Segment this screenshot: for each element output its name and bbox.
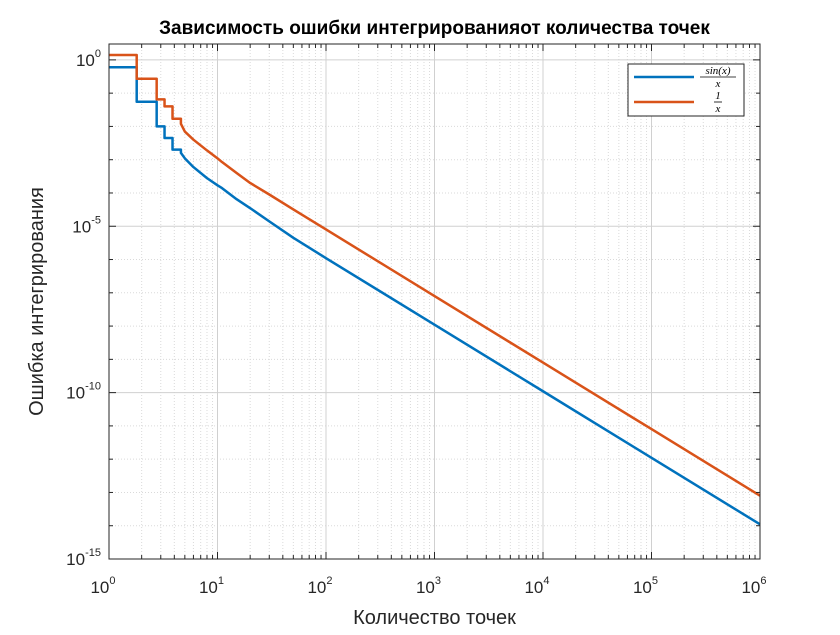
y-tick-exponent: 0 <box>95 48 101 60</box>
x-tick-exponent: 0 <box>109 575 115 587</box>
x-tick-label: 103 <box>416 575 441 597</box>
x-tick-exponent: 1 <box>218 575 224 587</box>
x-tick-label: 102 <box>307 575 332 597</box>
legend-denominator: x <box>715 78 721 90</box>
y-tick-exponent: -5 <box>91 214 101 226</box>
series-line-2 <box>109 53 761 497</box>
legend-item-1[interactable]: sin(x)x <box>634 65 736 90</box>
x-tick-exponent: 3 <box>435 575 441 587</box>
x-tick-exponent: 2 <box>326 575 332 587</box>
legend-numerator: 1 <box>715 90 721 102</box>
legend[interactable]: sin(x)x1x <box>627 63 745 117</box>
x-tick-label: 100 <box>90 575 115 597</box>
y-tick-label: 10-5 <box>72 214 101 236</box>
x-tick-exponent: 4 <box>543 575 549 587</box>
x-tick-base: 10 <box>741 578 760 597</box>
x-axis-label: Количество точек <box>353 607 516 629</box>
x-tick-base: 10 <box>199 578 218 597</box>
x-tick-label: 101 <box>199 575 224 597</box>
x-tick-base: 10 <box>307 578 326 597</box>
x-tick-base: 10 <box>524 578 543 597</box>
x-tick-base: 10 <box>416 578 435 597</box>
x-tick-exponent: 6 <box>760 575 766 587</box>
legend-item-2[interactable]: 1x <box>634 90 722 115</box>
chart-title: Зависимость ошибки интегрированияот коли… <box>159 18 710 39</box>
x-tick-base: 10 <box>633 578 652 597</box>
major-grid <box>109 44 760 559</box>
y-tick-base: 10 <box>66 384 85 403</box>
ticks-layer <box>108 44 761 560</box>
legend-box <box>627 63 745 117</box>
y-tick-base: 10 <box>76 51 95 70</box>
legend-numerator: sin(x) <box>705 65 730 77</box>
x-tick-base: 10 <box>90 578 109 597</box>
y-tick-base: 10 <box>72 217 91 236</box>
y-tick-label: 10-15 <box>66 547 101 569</box>
x-tick-label: 105 <box>633 575 658 597</box>
y-tick-label: 100 <box>76 48 101 70</box>
y-tick-base: 10 <box>66 550 85 569</box>
series-line-1 <box>109 66 761 526</box>
y-tick-exponent: -10 <box>85 381 101 393</box>
y-tick-label: 10-10 <box>66 381 101 403</box>
y-tick-exponent: -15 <box>85 547 101 559</box>
y-axis-label: Ошибка интегрирования <box>26 187 48 416</box>
x-tick-exponent: 5 <box>652 575 658 587</box>
x-tick-label: 104 <box>524 575 549 597</box>
series-layer <box>109 53 761 526</box>
legend-denominator: x <box>715 103 721 115</box>
x-tick-label: 106 <box>741 575 766 597</box>
